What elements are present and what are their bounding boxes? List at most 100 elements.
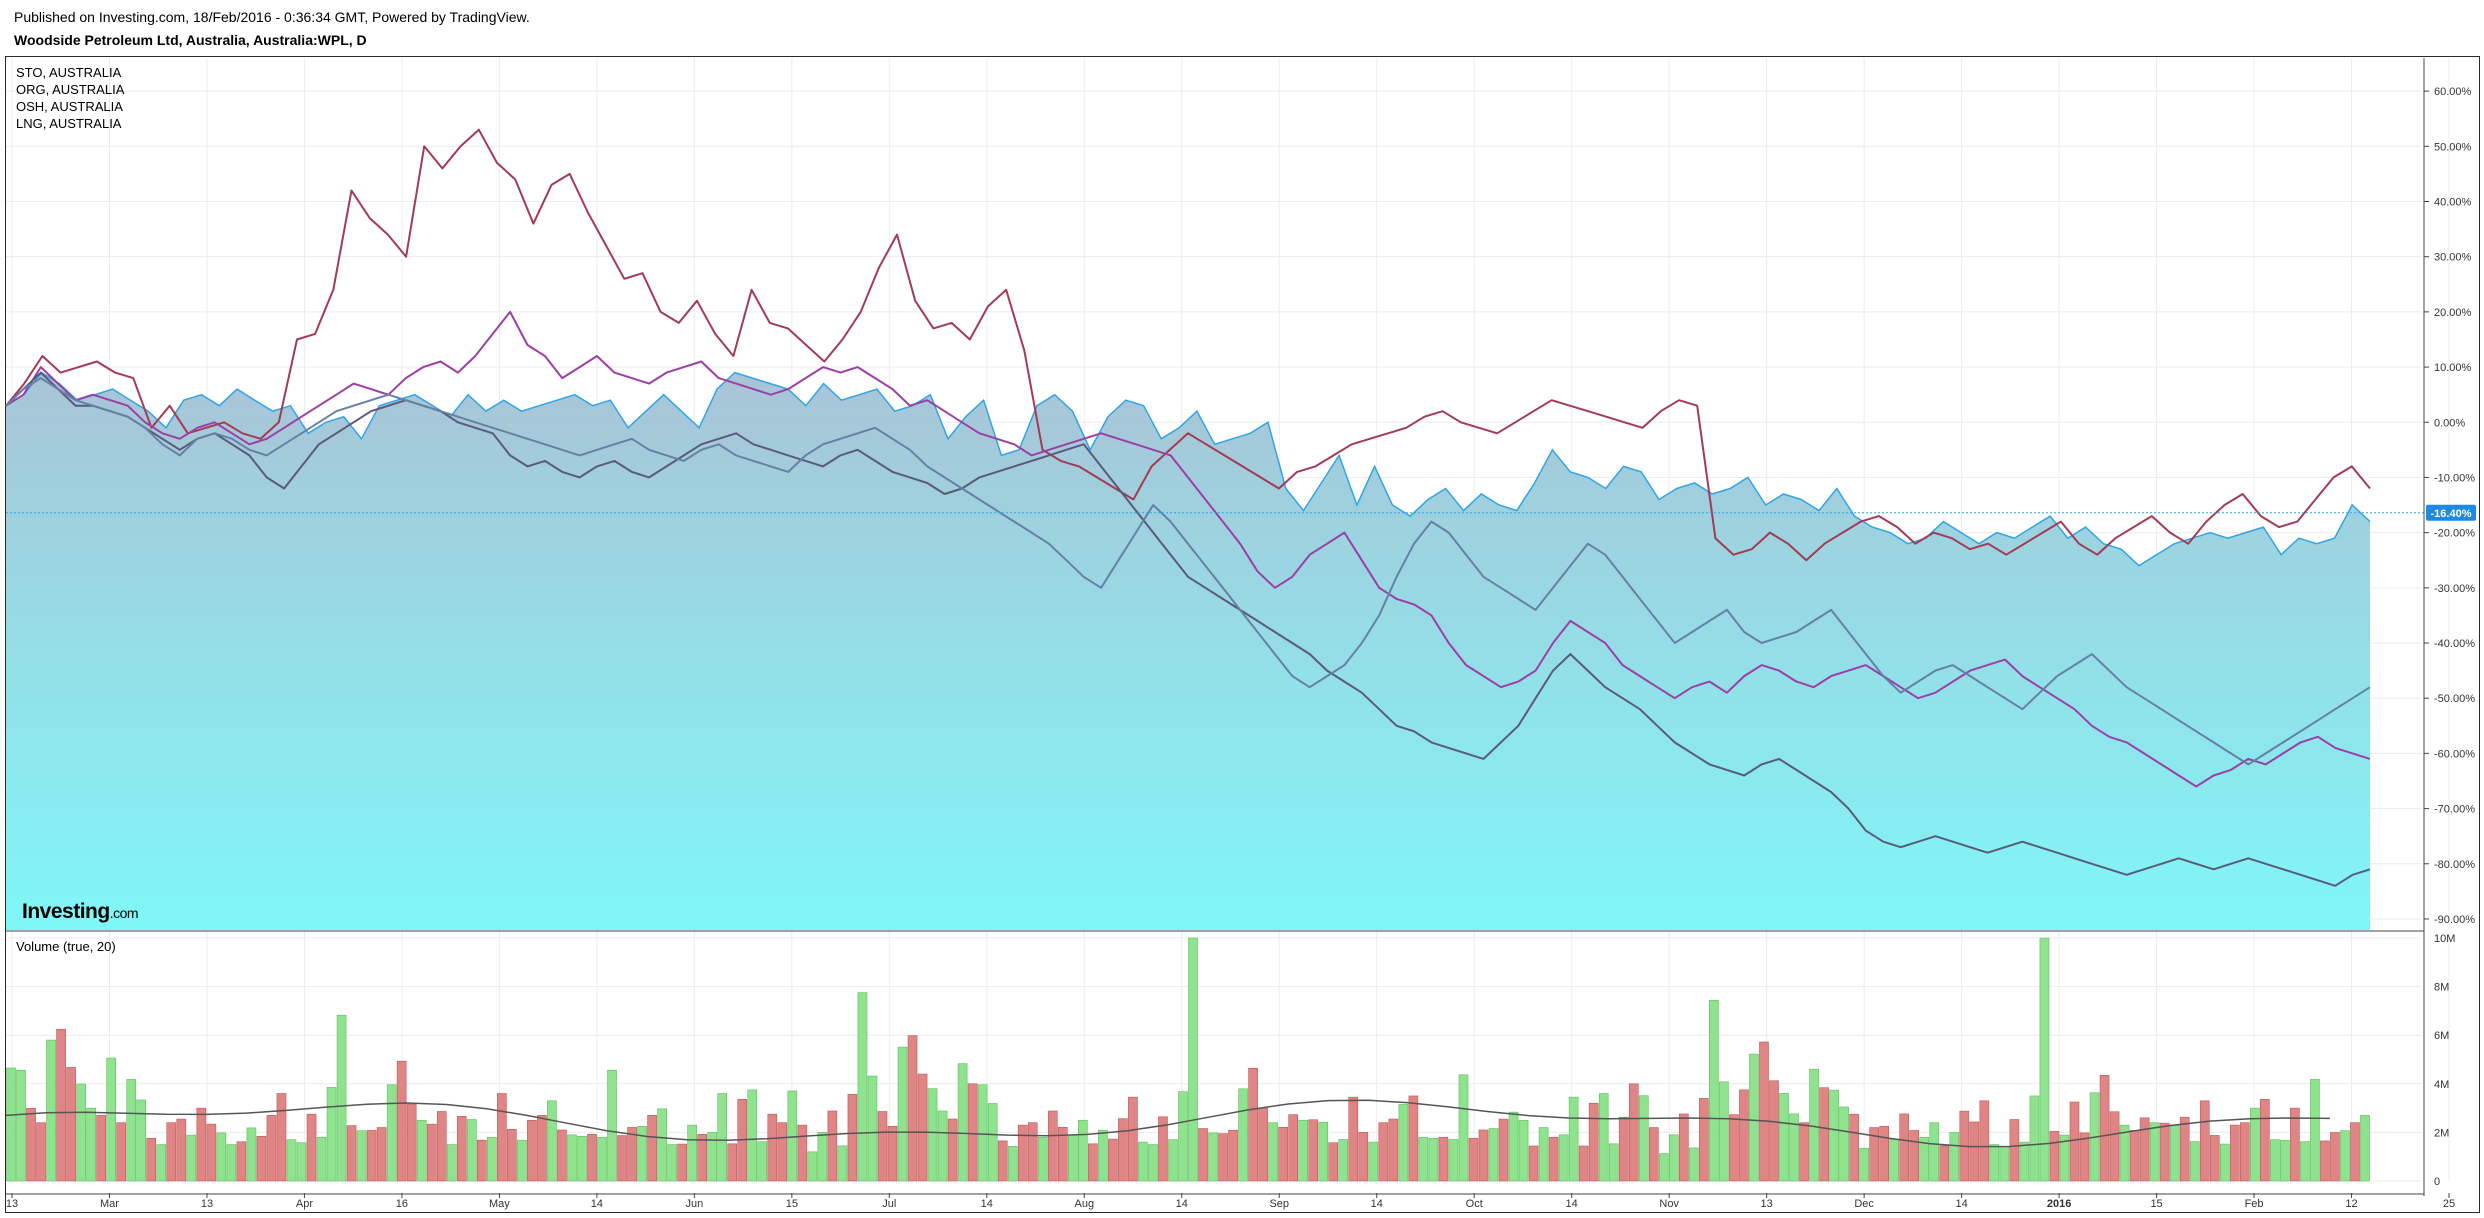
volume-bar [1949,1132,1960,1182]
volume-bar [777,1122,788,1182]
volume-bar [156,1144,167,1182]
volume-bar [1378,1122,1389,1182]
volume-bar [1438,1136,1449,1182]
volume-bar [607,1069,617,1182]
x-tick-label: 14 [1955,1198,1967,1210]
volume-bar [1839,1106,1849,1182]
volume-bar [1458,1074,1469,1182]
volume-ma-line [5,1099,2330,1148]
volume-bar [326,1087,337,1182]
volume-bar [1979,1100,1990,1182]
y-tick-label: 20.00% [2434,307,2472,319]
volume-bar [2330,1132,2340,1182]
volume-bar [597,1136,607,1182]
vol-tick-label: 8M [2434,982,2449,994]
volume-bar [647,1115,657,1182]
volume-bar [1608,1143,1619,1182]
last-value-badge [2426,504,2476,521]
logo-text: Investing [22,900,110,923]
y-tick-label: 40.00% [2434,196,2472,208]
volume-bar [2149,1122,2160,1182]
volume-bar [2109,1111,2120,1182]
x-tick-label: 13 [201,1198,213,1210]
y-tick-label: -20.00% [2434,528,2475,540]
volume-bar [637,1126,647,1182]
volume-bar [136,1099,147,1182]
volume-bar [657,1108,667,1182]
legend-item-osh[interactable]: OSH, AUSTRALIA [16,99,123,114]
volume-bar [176,1118,187,1182]
volume-bar [1188,937,1198,1182]
volume-bar [116,1122,127,1182]
volume-bar [587,1134,597,1182]
volume-bar [76,1083,86,1182]
volume-bar [2119,1124,2130,1182]
volume-bar [1358,1132,1369,1182]
volume-bar [577,1135,587,1182]
volume-bar [1288,1114,1298,1182]
volume-bar [1098,1129,1108,1182]
x-tick-label: Aug [1074,1198,1094,1210]
legend-item-sto[interactable]: STO, AUSTRALIA [16,65,122,80]
volume-bar [1779,1092,1789,1182]
volume-bar [877,1111,888,1182]
volume-bar [1148,1144,1158,1182]
x-tick-label: 12 [2345,1198,2357,1210]
volume-bar [386,1084,397,1182]
volume-bar [2300,1141,2310,1182]
x-tick-label: Jun [685,1198,703,1210]
volume-bar [1879,1126,1889,1182]
volume-bar [1759,1041,1769,1182]
volume-bar [406,1104,417,1182]
volume-bar [1418,1136,1429,1182]
volume-bar [1819,1087,1829,1182]
volume-bar [1338,1139,1349,1182]
volume-bar [1628,1083,1639,1182]
x-tick-label: May [489,1198,510,1210]
volume-bar [1067,1134,1078,1182]
volume-bar [847,1093,858,1182]
volume-bar [707,1132,718,1182]
volume-bar [1859,1147,1869,1182]
y-tick-label: -30.00% [2434,583,2475,595]
volume-bar [1598,1093,1609,1182]
volume-bar [1548,1136,1559,1182]
volume-bar [567,1134,577,1182]
volume-bar [1047,1110,1058,1182]
volume-bar [1679,1113,1689,1182]
x-tick-label: Dec [1854,1198,1874,1210]
volume-bar [1618,1116,1629,1182]
volume-bar [1088,1143,1098,1182]
volume-bar [2009,1119,2020,1182]
y-tick-label: 60.00% [2434,86,2472,98]
volume-bar [937,1110,948,1182]
volume-bar [1198,1128,1208,1182]
volume-bar [126,1079,137,1182]
volume-bar [2249,1107,2260,1182]
volume-bar [1368,1141,1379,1182]
volume-bar [1228,1129,1238,1182]
volume-bar [2049,1131,2060,1182]
volume-bar [96,1115,106,1182]
legend-item-org[interactable]: ORG, AUSTRALIA [16,82,125,97]
x-tick-label: 13 [6,1198,18,1210]
volume-bar [1278,1126,1288,1182]
x-tick-label: 13 [1761,1198,1773,1210]
volume-bar [1849,1113,1859,1182]
volume-bar [296,1142,307,1182]
volume-bar [1118,1118,1128,1182]
volume-bar [1709,999,1719,1182]
volume-bar [1128,1096,1138,1182]
y-tick-label: 30.00% [2434,252,2472,264]
y-tick-label: -90.00% [2434,914,2475,926]
legend-item-lng[interactable]: LNG, AUSTRALIA [16,116,122,131]
volume-bar [426,1123,437,1182]
volume-bar [1308,1119,1319,1182]
volume-bar [1799,1122,1809,1182]
volume-bar [917,1073,928,1182]
volume-bar [767,1113,778,1182]
series-legend: STO, AUSTRALIA ORG, AUSTRALIA OSH, AUSTR… [16,64,124,132]
volume-bar [2310,1079,2320,1182]
volume-bar [1398,1104,1409,1182]
